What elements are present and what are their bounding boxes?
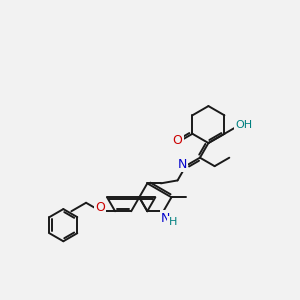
Text: N: N xyxy=(161,212,170,225)
Text: OH: OH xyxy=(236,120,253,130)
Text: H: H xyxy=(169,217,177,227)
Text: O: O xyxy=(95,201,105,214)
Text: N: N xyxy=(178,158,187,171)
Text: O: O xyxy=(172,134,182,147)
